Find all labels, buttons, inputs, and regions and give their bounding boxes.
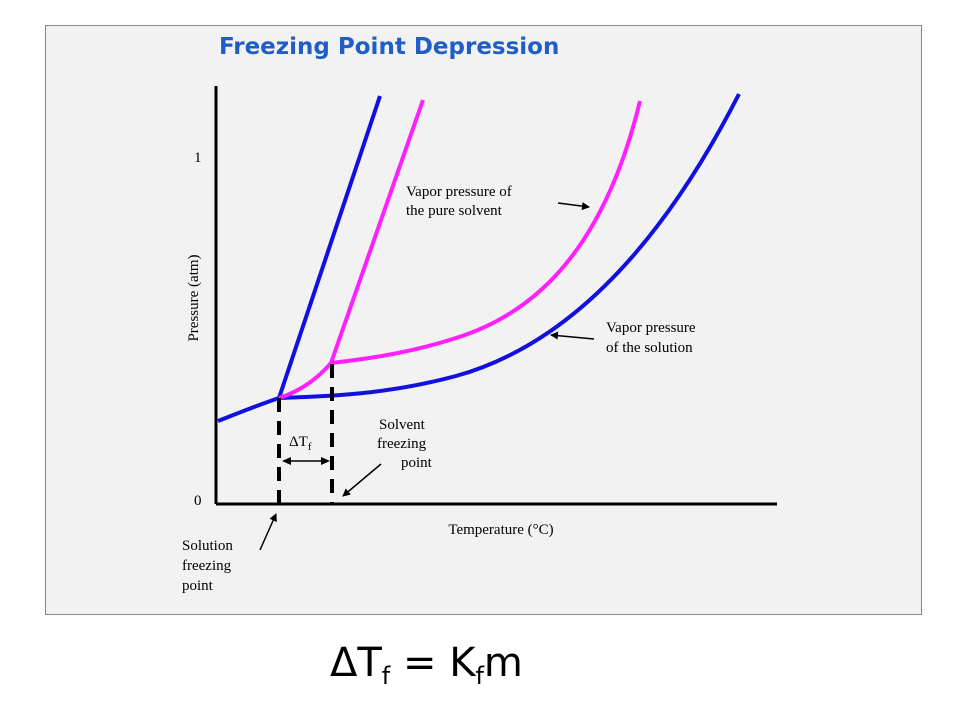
- solvent-freezing-point-pointer: [342, 463, 382, 497]
- solvent-freezing-point-label: Solvent freezing point: [377, 417, 433, 471]
- y-tick-1: 1: [194, 150, 202, 166]
- solution-label: Vapor pressure of the solution: [606, 320, 699, 356]
- y-tick-0: 0: [194, 493, 202, 509]
- pure-solvent-label: Vapor pressure of the pure solvent: [406, 184, 516, 219]
- pure-solvent-melting-curve: [329, 99, 425, 364]
- solution-sublimation-curve: [217, 396, 280, 423]
- phase-diagram: 1 0 Pressure (atm) Temperature (°C) ΔTf …: [182, 86, 777, 594]
- solution-freezing-point-pointer: [259, 513, 277, 551]
- x-axis-label: Temperature (°C): [448, 522, 553, 538]
- solution-freezing-point-label: Solution freezing point: [182, 538, 237, 594]
- pure-solvent-vapor-pressure-curve: [330, 100, 642, 365]
- delta-tf-arrow-right-head: [321, 457, 330, 465]
- freezing-point-equation: ΔTf = Kfm: [330, 640, 523, 690]
- solution-pointer: [550, 331, 595, 340]
- solution-vapor-pressure-curve: [278, 93, 741, 400]
- delta-tf-arrow-left-head: [282, 457, 291, 465]
- diagram-title: Freezing Point Depression: [219, 34, 560, 60]
- diagram-panel: Freezing Point Depression 1 0 Pressure (…: [45, 25, 922, 615]
- delta-tf-label: ΔTf: [289, 434, 312, 453]
- pure-solvent-sublimation-curve: [278, 361, 333, 400]
- y-axis-label: Pressure (atm): [186, 254, 202, 341]
- solution-melting-curve: [277, 95, 382, 399]
- pure-solvent-pointer: [557, 202, 590, 211]
